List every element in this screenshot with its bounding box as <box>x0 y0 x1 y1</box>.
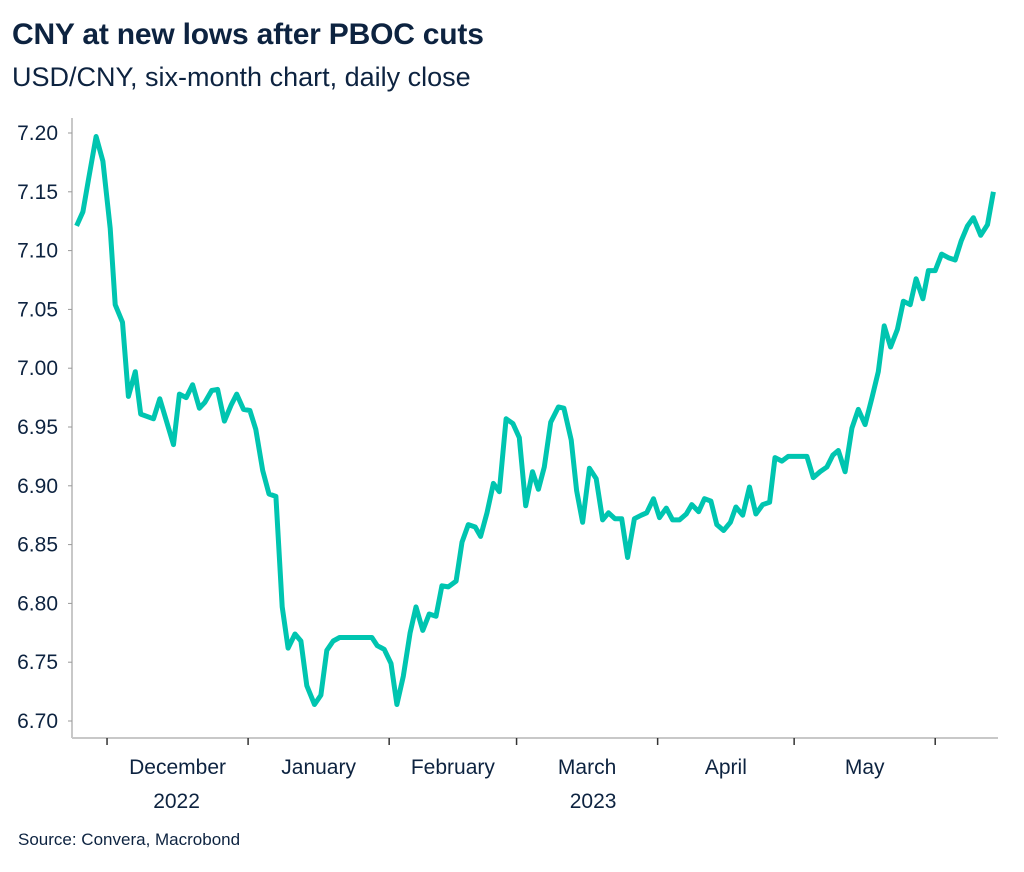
chart-subtitle: USD/CNY, six-month chart, daily close <box>12 62 471 92</box>
chart-title: CNY at new lows after PBOC cuts <box>12 18 484 51</box>
y-tick-label: 7.15 <box>17 181 58 204</box>
y-tick-label: 6.75 <box>17 651 58 674</box>
usd-cny-line <box>74 134 996 707</box>
y-tick-label: 7.20 <box>17 122 58 145</box>
x-month-label: December <box>129 756 226 779</box>
y-tick-label: 6.90 <box>17 475 58 498</box>
x-month-label: February <box>411 756 496 779</box>
x-axis-ticks: December January February March April May 2022… <box>106 738 936 813</box>
y-axis-ticks: 6.70 6.75 6.80 6.85 6.90 6.95 7.00 7.05 7.10 7.15… <box>17 122 72 733</box>
x-month-label: March <box>558 756 616 779</box>
x-month-label: May <box>845 756 885 779</box>
y-tick-label: 6.70 <box>17 710 58 733</box>
y-tick-label: 6.95 <box>17 416 58 439</box>
y-tick-label: 7.10 <box>17 240 58 263</box>
x-year-label: 2022 <box>153 790 200 813</box>
source-note: Source: Convera, Macrobond <box>18 830 241 849</box>
y-tick-label: 6.80 <box>17 592 58 615</box>
y-tick-label: 6.85 <box>17 534 58 557</box>
x-month-label: January <box>281 756 356 779</box>
y-tick-label: 7.05 <box>17 298 58 321</box>
x-month-label: April <box>705 756 747 779</box>
y-tick-label: 7.00 <box>17 357 58 380</box>
x-year-label: 2023 <box>570 790 617 813</box>
axes <box>71 118 998 739</box>
